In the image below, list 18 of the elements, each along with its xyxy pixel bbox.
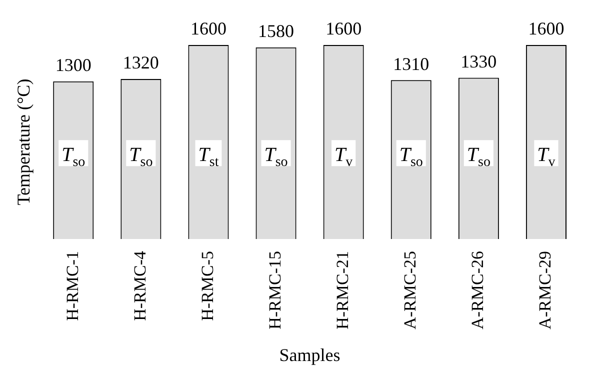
x-tick-label: A-RMC-25 [400, 251, 420, 330]
data-label: 1300 [55, 55, 92, 76]
data-label: 1330 [460, 51, 497, 72]
x-tick-label: A-RMC-29 [536, 251, 555, 330]
data-label: 1600 [190, 18, 226, 39]
x-tick-label: H-RMC-21 [333, 251, 352, 330]
x-tick-label: A-RMC-26 [468, 251, 488, 330]
data-label: 1310 [393, 54, 430, 74]
x-tick-label: H-RMC-5 [198, 251, 217, 321]
x-axis-title: Samples [279, 344, 340, 365]
x-tick-label: H-RMC-15 [265, 251, 284, 330]
x-tick-label: H-RMC-4 [130, 250, 150, 321]
data-label: 1580 [258, 21, 294, 42]
x-tick-label: H-RMC-1 [62, 251, 82, 321]
data-label: 1600 [528, 18, 564, 39]
data-label: 1320 [122, 52, 159, 73]
y-axis-title: Temperature (°C) [14, 78, 34, 206]
data-label: 1600 [326, 18, 362, 39]
